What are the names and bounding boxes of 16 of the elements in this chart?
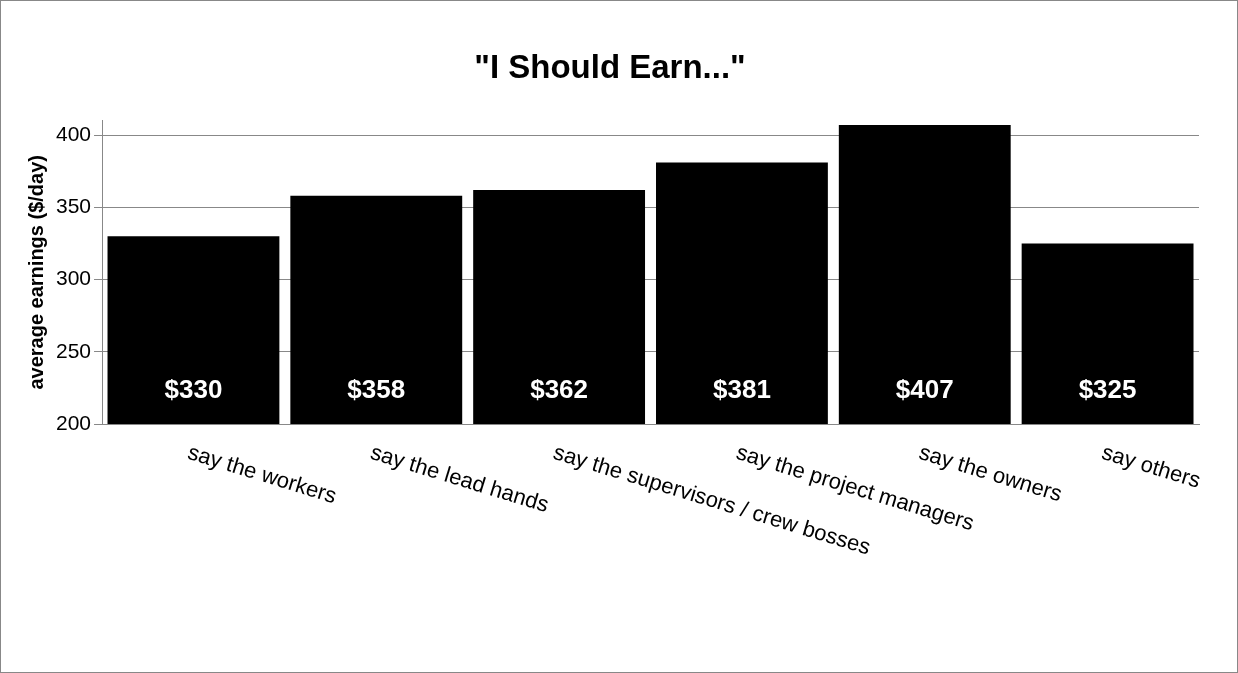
data-label: $325 <box>1078 374 1137 405</box>
data-label: $330 <box>164 374 223 405</box>
y-tick-label: 200 <box>55 410 92 434</box>
y-tick-label: 300 <box>55 266 92 290</box>
x-tick-label: say others <box>1099 439 1204 493</box>
data-label: $358 <box>347 374 406 405</box>
y-tick-label: 250 <box>55 338 92 362</box>
data-label: $407 <box>895 374 954 405</box>
y-axis-title: average earnings ($/day) <box>24 155 47 390</box>
x-tick-label: say the workers <box>185 439 340 509</box>
y-tick-label: 350 <box>55 194 92 218</box>
chart-title: "I Should Earn..." <box>474 47 746 85</box>
data-label: $362 <box>530 374 589 405</box>
data-label: $381 <box>713 374 771 405</box>
x-tick-label: say the lead hands <box>367 439 552 518</box>
y-tick-label: 400 <box>55 121 92 145</box>
